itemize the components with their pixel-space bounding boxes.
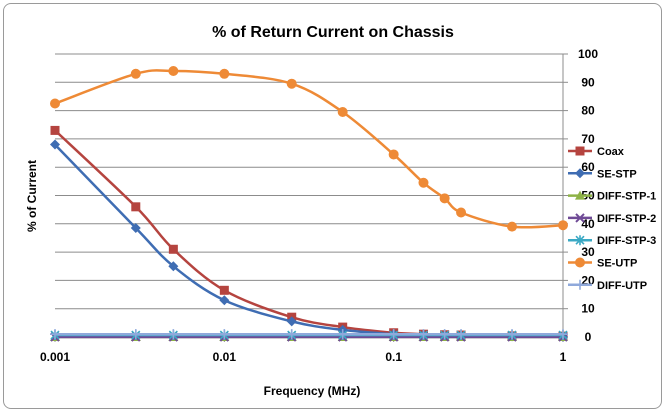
data-point xyxy=(388,149,399,160)
data-point xyxy=(130,223,141,234)
x-axis-title: Frequency (MHz) xyxy=(264,384,361,398)
data-point xyxy=(286,78,297,89)
x-tick-label: 0.01 xyxy=(213,350,237,364)
data-point xyxy=(388,329,399,340)
series-se-utp xyxy=(50,65,568,232)
data-point xyxy=(558,220,568,231)
y-tick-label: 10 xyxy=(581,302,595,316)
data-point xyxy=(168,261,179,272)
data-point xyxy=(219,295,230,306)
y-tick-label: 90 xyxy=(581,75,595,89)
legend-swatch-marker xyxy=(575,279,585,290)
grid xyxy=(55,53,563,338)
data-point xyxy=(439,329,450,340)
legend-swatch-marker xyxy=(575,190,585,200)
series-diff-utp xyxy=(50,329,568,340)
legend-swatch-marker xyxy=(575,235,585,246)
data-point xyxy=(131,202,141,212)
data-point xyxy=(130,68,141,79)
legend: Coax SE-STP DIFF-STP-1 DIFF-STP-2 DIFF-STP-3… xyxy=(568,146,656,292)
data-point xyxy=(130,329,141,340)
data-point xyxy=(168,244,178,254)
legend-item: SE-STP xyxy=(568,168,637,180)
legend-swatch-marker xyxy=(575,168,585,179)
legend-swatch-marker xyxy=(575,257,585,268)
data-point xyxy=(219,285,229,295)
series-line xyxy=(54,129,564,338)
x-tick-label: 0.001 xyxy=(40,350,70,364)
x-tick-label: 0.1 xyxy=(385,350,402,364)
legend-label: SE-STP xyxy=(597,168,637,180)
data-point xyxy=(50,139,60,150)
legend-item: Coax xyxy=(568,146,625,158)
legend-label: DIFF-UTP xyxy=(597,280,647,292)
legend-label: DIFF-STP-1 xyxy=(597,191,656,203)
x-tick-label: 1 xyxy=(560,350,567,364)
data-point xyxy=(456,207,467,218)
data-point xyxy=(286,329,297,340)
data-point xyxy=(219,329,230,340)
data-point xyxy=(507,329,518,340)
y-tick-label: 40 xyxy=(581,217,595,231)
series-se-stp xyxy=(50,139,568,342)
y-axis-title: % of Current xyxy=(25,160,39,232)
legend-item: DIFF-STP-3 xyxy=(568,235,656,247)
y-tick-label: 60 xyxy=(581,160,595,174)
legend-item: DIFF-STP-2 xyxy=(568,213,656,225)
series-line xyxy=(54,143,564,338)
y-tick-label: 100 xyxy=(578,47,598,61)
legend-item: DIFF-STP-1 xyxy=(568,190,656,203)
legend-label: DIFF-STP-2 xyxy=(597,213,656,225)
legend-swatch-marker xyxy=(575,213,585,223)
legend-label: SE-UTP xyxy=(597,258,637,270)
data-point xyxy=(418,329,429,340)
data-point xyxy=(558,329,568,340)
legend-item: SE-UTP xyxy=(568,257,637,270)
data-point xyxy=(337,329,348,340)
data-point xyxy=(168,329,179,340)
chart-title: % of Return Current on Chassis xyxy=(212,24,454,41)
data-point xyxy=(286,316,297,327)
y-tick-label: 30 xyxy=(581,245,595,259)
data-point xyxy=(50,329,60,340)
data-point xyxy=(439,193,450,204)
y-tick-label: 70 xyxy=(581,132,595,146)
data-point xyxy=(50,98,60,109)
y-tick-label: 80 xyxy=(581,104,595,118)
data-point xyxy=(168,65,179,76)
data-point xyxy=(50,125,60,135)
data-point xyxy=(507,221,518,232)
legend-label: DIFF-STP-3 xyxy=(597,235,656,247)
series-layer xyxy=(50,65,568,342)
data-point xyxy=(219,68,230,79)
data-point xyxy=(337,107,348,118)
y-tick-label: 0 xyxy=(585,330,592,344)
data-point xyxy=(456,329,467,340)
legend-label: Coax xyxy=(597,146,625,158)
data-point xyxy=(418,177,429,188)
legend-swatch-marker xyxy=(575,146,585,156)
legend-item: DIFF-UTP xyxy=(568,280,647,292)
